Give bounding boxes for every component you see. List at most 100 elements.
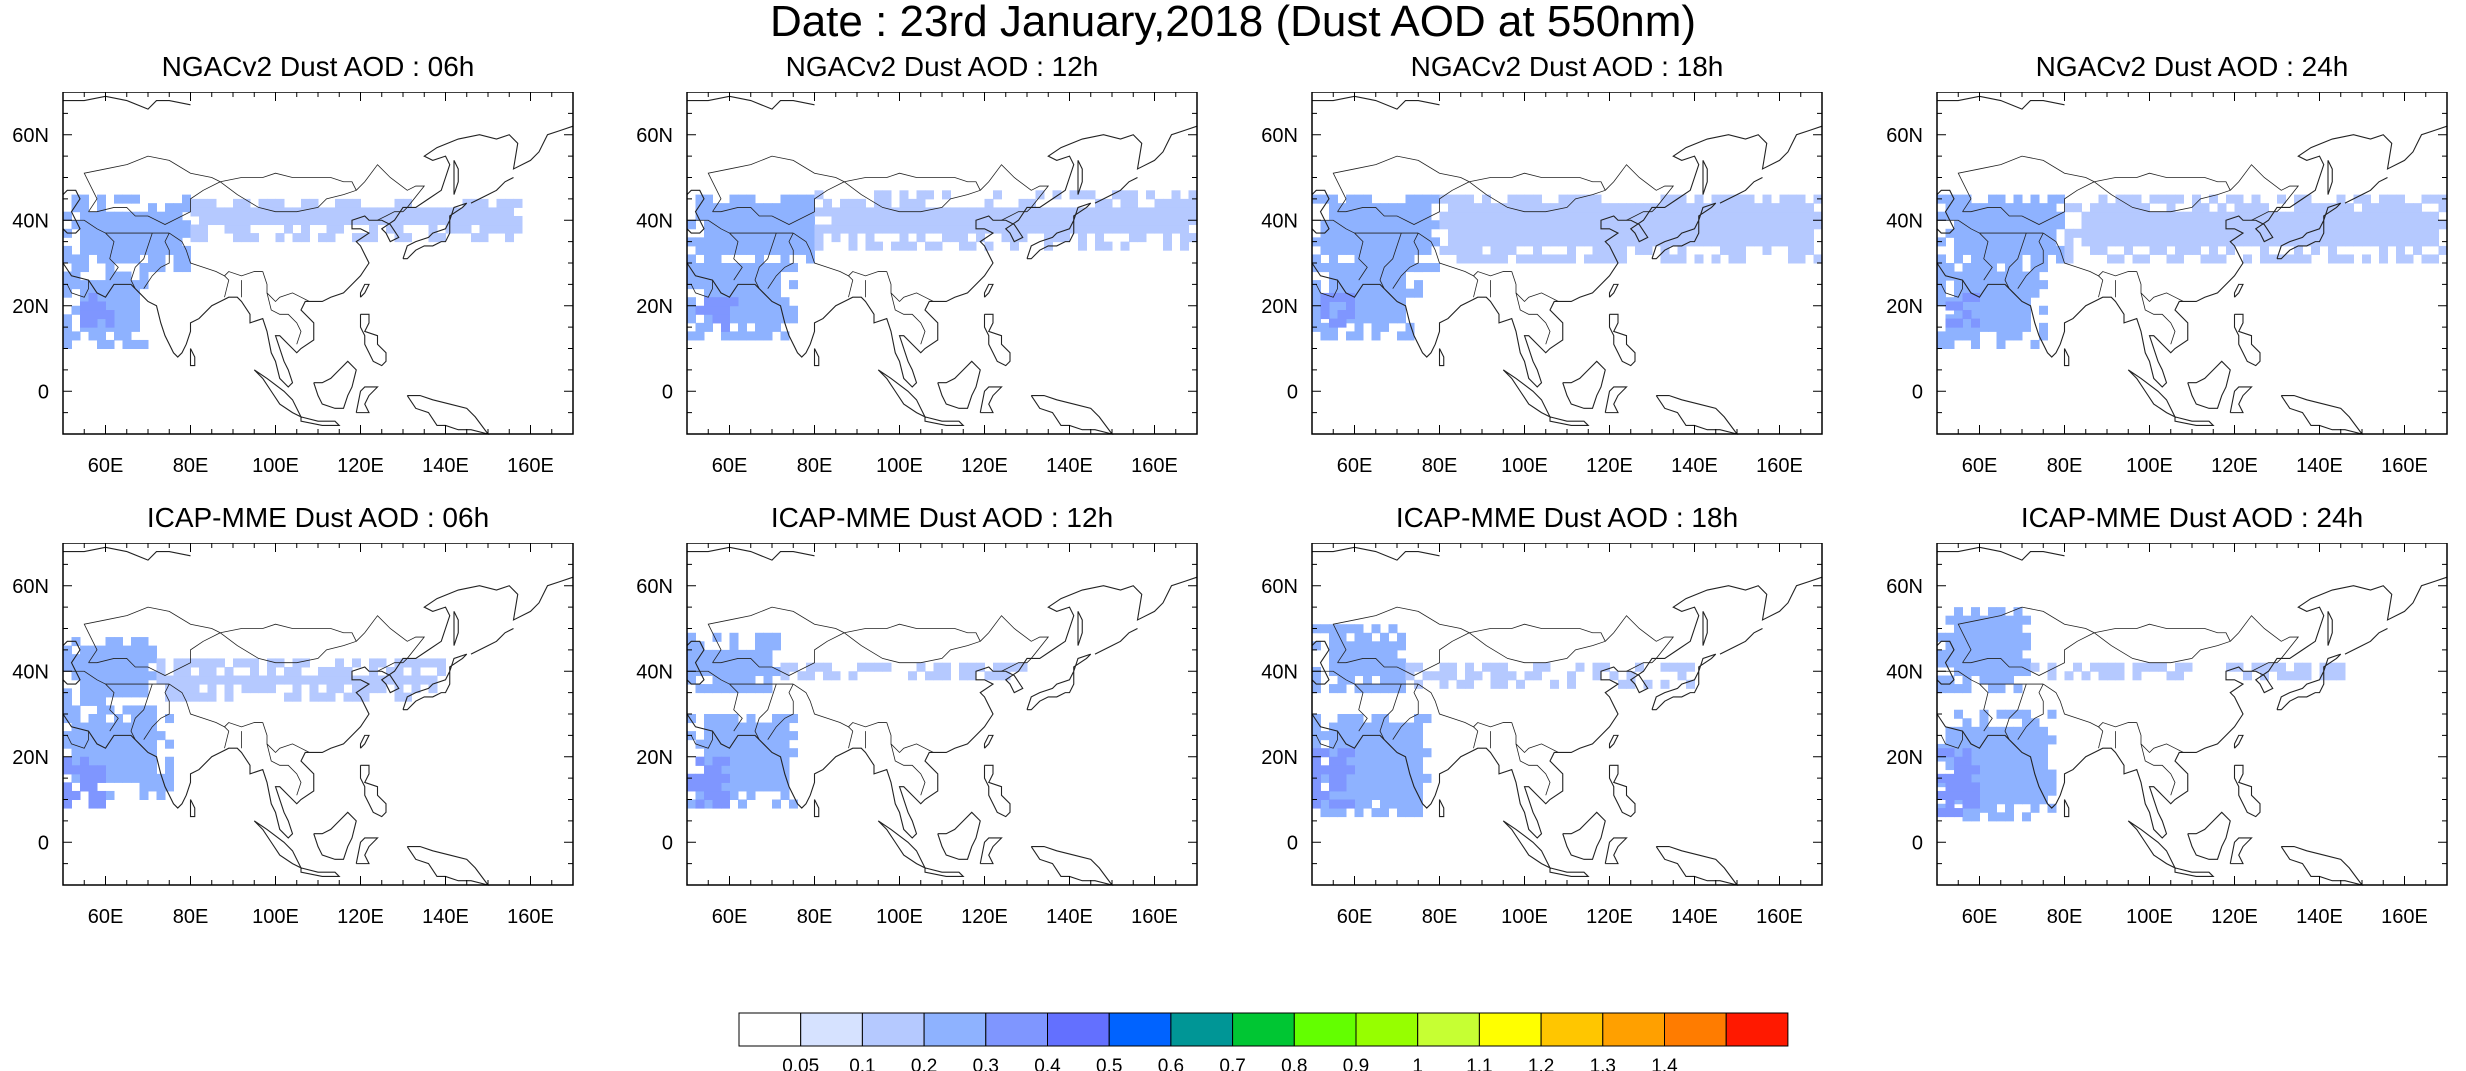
- dust-cell: [1962, 641, 1972, 651]
- dust-cell: [131, 756, 140, 766]
- dust-cell: [139, 271, 149, 281]
- dust-cell: [721, 684, 730, 694]
- dust-cell: [2158, 194, 2167, 204]
- dust-cell: [1533, 254, 1542, 264]
- dust-cell: [1499, 211, 1508, 221]
- coastline: [1502, 369, 1552, 419]
- dust-cell: [687, 331, 696, 341]
- dust-cell: [71, 263, 81, 273]
- dust-cell: [1954, 641, 1963, 651]
- y-tick-label: 60N: [1261, 576, 1298, 598]
- dust-cell: [1962, 203, 1972, 213]
- dust-cell: [2030, 220, 2040, 230]
- dust-cell: [2277, 237, 2286, 247]
- y-tick-label: 40N: [1886, 210, 1923, 232]
- dust-cell: [1979, 280, 1989, 290]
- dust-cell: [891, 241, 900, 251]
- dust-cell: [721, 782, 730, 792]
- dust-cell: [496, 198, 506, 208]
- dust-cell: [712, 790, 722, 800]
- dust-cell: [1737, 245, 1746, 255]
- dust-cell: [97, 245, 106, 255]
- dust-cell: [1988, 761, 1997, 771]
- dust-cell: [899, 224, 909, 234]
- dust-cell: [165, 714, 174, 724]
- coastline: [1936, 189, 1955, 234]
- dust-cell: [250, 207, 259, 217]
- dust-cell: [233, 224, 242, 234]
- dust-cell: [1388, 773, 1398, 783]
- dust-cell: [763, 280, 773, 290]
- dust-cell: [1796, 220, 1806, 230]
- dust-cell: [1567, 254, 1576, 264]
- dust-cell: [71, 305, 81, 315]
- coastline: [1549, 867, 1590, 878]
- dust-cell: [97, 696, 106, 706]
- dust-cell: [772, 220, 781, 230]
- dust-cell: [2336, 203, 2346, 213]
- dust-cell: [114, 637, 123, 647]
- dust-cell: [2047, 220, 2057, 230]
- dust-cell: [1371, 782, 1381, 792]
- dust-cell: [454, 207, 463, 217]
- dust-cell: [122, 662, 132, 672]
- dust-cell: [1388, 799, 1398, 809]
- dust-cell: [1762, 228, 1772, 238]
- dust-cell: [2430, 220, 2439, 230]
- dust-cell: [63, 314, 72, 324]
- dust-cell: [746, 739, 756, 749]
- dust-cell: [967, 662, 977, 672]
- dust-cell: [1954, 301, 1963, 311]
- dust-cell: [1988, 314, 1997, 324]
- country-border: [1392, 232, 1419, 289]
- dust-cell: [2370, 228, 2380, 238]
- dust-cell: [1363, 675, 1372, 685]
- colorbar-label: 0.7: [1219, 1056, 1245, 1071]
- dust-cell: [712, 649, 722, 659]
- dust-cell: [2005, 322, 2014, 332]
- dust-cell: [899, 190, 909, 200]
- dust-region: [1312, 624, 1406, 694]
- dust-cell: [2192, 194, 2201, 204]
- dust-cell: [105, 688, 115, 698]
- dust-cell: [780, 662, 790, 672]
- dust-cell: [1516, 203, 1525, 213]
- dust-cell: [1677, 671, 1687, 681]
- dust-cell: [1095, 215, 1104, 226]
- country-border: [83, 155, 221, 212]
- dust-cell: [1945, 203, 1955, 213]
- dust-cell: [1945, 735, 1955, 745]
- dust-cell: [139, 263, 149, 273]
- dust-cell: [755, 782, 764, 792]
- dust-cell: [874, 198, 883, 208]
- dust-cell: [1371, 245, 1381, 255]
- dust-cell: [848, 241, 858, 251]
- panel-title: NGACv2 Dust AOD : 18h: [1410, 51, 1724, 82]
- dust-cell: [148, 731, 157, 741]
- dust-cell: [1354, 203, 1364, 213]
- dust-cell: [1954, 709, 1963, 719]
- dust-cell: [1660, 211, 1670, 221]
- dust-cell: [258, 675, 268, 685]
- dust-cell: [1371, 237, 1381, 247]
- dust-cell: [2175, 671, 2184, 681]
- dust-cell: [1962, 632, 1972, 642]
- dust-cell: [2047, 671, 2057, 681]
- dust-cell: [165, 756, 174, 766]
- dust-cell: [88, 654, 98, 664]
- dust-cell: [687, 632, 696, 642]
- dust-cell: [1962, 220, 1972, 230]
- dust-cell: [2022, 322, 2031, 332]
- dust-cell: [63, 705, 72, 715]
- dust-cell: [976, 662, 985, 672]
- dust-cell: [1996, 331, 2006, 341]
- dust-cell: [2115, 203, 2125, 213]
- coastline: [2233, 283, 2244, 298]
- dust-cell: [122, 245, 132, 255]
- dust-cell: [1490, 671, 1500, 681]
- dust-cell: [105, 237, 115, 247]
- dust-cell: [394, 675, 404, 685]
- dust-cell: [908, 241, 917, 251]
- dust-cell: [738, 649, 747, 659]
